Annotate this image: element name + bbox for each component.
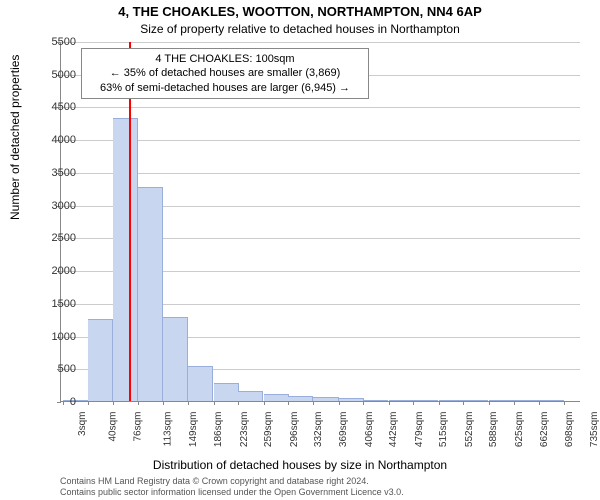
histogram-bar [539,400,564,401]
xtick-mark [264,401,265,405]
histogram-bar [264,394,289,401]
annotation-line3: 63% of semi-detached houses are larger (… [88,81,362,95]
ytick-label: 4000 [36,134,76,146]
gridline [61,140,580,141]
plot-area: 4 THE CHOAKLES: 100sqm ← 35% of detached… [60,42,580,402]
xtick-label: 479sqm [414,412,425,448]
xtick-mark [313,401,314,405]
histogram-chart: 4, THE CHOAKLES, WOOTTON, NORTHAMPTON, N… [0,0,600,500]
xtick-label: 149sqm [188,412,199,448]
x-axis-label: Distribution of detached houses by size … [0,458,600,472]
histogram-bar [413,400,438,401]
gridline [61,173,580,174]
xtick-label: 552sqm [464,412,475,448]
y-axis-label: Number of detached properties [8,55,22,220]
xtick-mark [514,401,515,405]
histogram-bar [489,400,514,401]
xtick-label: 406sqm [364,412,375,448]
ytick-label: 3000 [36,200,76,212]
xtick-label: 442sqm [388,412,399,448]
xtick-mark [389,401,390,405]
xtick-label: 369sqm [339,412,350,448]
histogram-bar [238,391,263,401]
chart-subtitle: Size of property relative to detached ho… [0,22,600,36]
ytick-label: 2000 [36,265,76,277]
xtick-mark [439,401,440,405]
ytick-label: 1000 [36,331,76,343]
xtick-label: 40sqm [108,412,119,442]
ytick-label: 3500 [36,167,76,179]
histogram-bar [313,397,338,401]
xtick-mark [463,401,464,405]
xtick-label: 223sqm [239,412,250,448]
footer-line1: Contains HM Land Registry data © Crown c… [60,476,404,487]
xtick-label: 735sqm [589,412,600,448]
annotation-line1: 4 THE CHOAKLES: 100sqm [88,52,362,66]
ytick-label: 500 [36,363,76,375]
xtick-mark [288,401,289,405]
histogram-bar [138,187,163,401]
xtick-mark [188,401,189,405]
xtick-mark [88,401,89,405]
xtick-mark [113,401,114,405]
histogram-bar [214,383,239,401]
xtick-label: 296sqm [289,412,300,448]
xtick-mark [413,401,414,405]
xtick-label: 515sqm [438,412,449,448]
xtick-mark [489,401,490,405]
xtick-label: 76sqm [133,412,144,442]
histogram-bar [514,400,539,401]
footer-attribution: Contains HM Land Registry data © Crown c… [60,476,404,498]
annotation-box: 4 THE CHOAKLES: 100sqm ← 35% of detached… [81,48,369,99]
histogram-bar [88,319,113,401]
xtick-mark [363,401,364,405]
xtick-mark [539,401,540,405]
xtick-label: 698sqm [564,412,575,448]
xtick-mark [163,401,164,405]
footer-line2: Contains public sector information licen… [60,487,404,498]
histogram-bar [363,400,388,401]
annotation-line2: ← 35% of detached houses are smaller (3,… [88,66,362,80]
xtick-mark [564,401,565,405]
histogram-bar [163,317,188,401]
ytick-label: 1500 [36,298,76,310]
histogram-bar [188,366,213,401]
xtick-mark [339,401,340,405]
gridline [61,42,580,43]
xtick-label: 332sqm [313,412,324,448]
xtick-label: 259sqm [263,412,274,448]
histogram-bar [389,400,414,401]
xtick-label: 186sqm [213,412,224,448]
xtick-label: 625sqm [514,412,525,448]
chart-title: 4, THE CHOAKLES, WOOTTON, NORTHAMPTON, N… [0,4,600,19]
xtick-label: 113sqm [163,412,174,447]
ytick-label: 2500 [36,232,76,244]
ytick-label: 0 [36,396,76,408]
xtick-label: 662sqm [539,412,550,448]
gridline [61,107,580,108]
histogram-bar [439,400,464,401]
histogram-bar [339,398,364,401]
histogram-bar [288,396,313,401]
xtick-mark [214,401,215,405]
ytick-label: 5500 [36,36,76,48]
histogram-bar [463,400,488,401]
xtick-label: 588sqm [488,412,499,448]
xtick-label: 3sqm [77,412,88,436]
xtick-mark [238,401,239,405]
ytick-label: 4500 [36,101,76,113]
ytick-label: 5000 [36,69,76,81]
histogram-bar [113,118,138,401]
xtick-mark [138,401,139,405]
